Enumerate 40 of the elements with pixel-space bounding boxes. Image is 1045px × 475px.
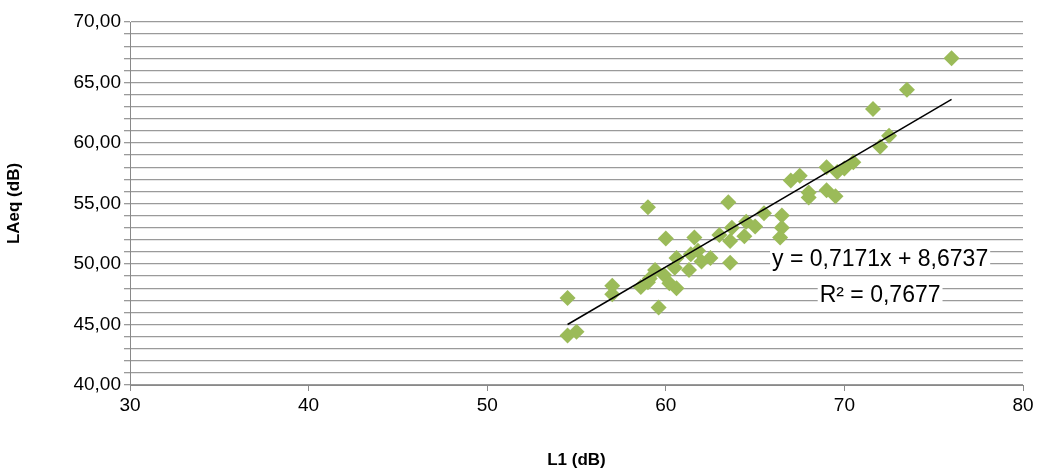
point	[747, 218, 764, 235]
point	[681, 262, 698, 279]
point	[782, 172, 799, 189]
y-tick-label: 55,00	[73, 191, 121, 213]
point	[720, 194, 737, 211]
point	[661, 275, 678, 292]
annotation: y = 0,7171x + 8,6737	[772, 245, 989, 272]
x-tick-label: 60	[655, 393, 677, 415]
y-tick-label: 70,00	[73, 10, 121, 32]
y-tick-label: 40,00	[73, 373, 121, 395]
point	[773, 207, 790, 224]
x-axis-title: L1 (dB)	[547, 450, 606, 470]
annotation: R² = 0,7677	[819, 281, 941, 308]
point	[827, 188, 844, 205]
y-tick-label: 45,00	[73, 312, 121, 334]
x-tick-label: 50	[476, 393, 498, 415]
y-tick-label: 50,00	[73, 252, 121, 274]
x-tick-label: 70	[833, 393, 855, 415]
point	[568, 323, 585, 340]
point	[693, 253, 710, 270]
point	[722, 254, 739, 271]
x-tick-label: 30	[119, 393, 141, 415]
point	[818, 182, 835, 199]
point	[864, 101, 881, 118]
point	[559, 289, 576, 306]
point	[943, 50, 960, 67]
x-tick-label: 80	[1012, 393, 1034, 415]
y-axis-title: LAeq (dB)	[3, 162, 23, 245]
point	[772, 229, 789, 246]
point	[650, 299, 667, 316]
point	[686, 229, 703, 246]
point	[736, 228, 753, 245]
point	[818, 159, 835, 176]
y-tick-label: 60,00	[73, 131, 121, 153]
y-tick-label: 65,00	[73, 70, 121, 92]
point	[722, 233, 739, 250]
point	[639, 199, 656, 216]
x-tick-label: 40	[298, 393, 320, 415]
point	[898, 81, 915, 98]
point	[657, 230, 674, 247]
